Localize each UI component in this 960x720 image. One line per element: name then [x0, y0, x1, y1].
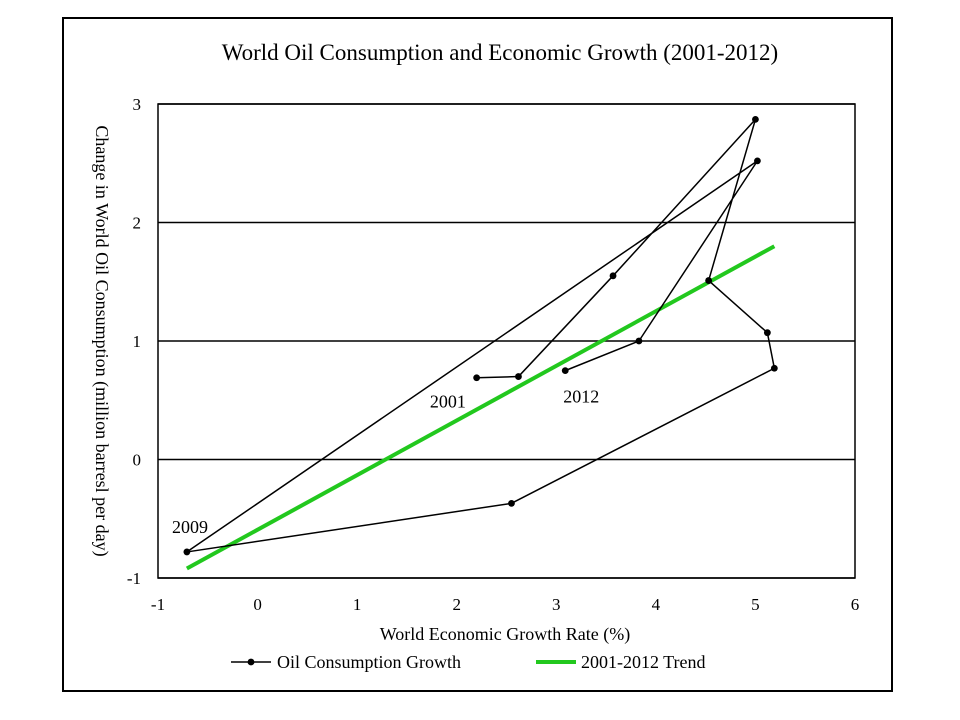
data-point-2008 [508, 499, 515, 507]
x-tick-label: 4 [652, 595, 661, 614]
data-point-2002 [515, 373, 522, 380]
gridlines [158, 103, 855, 579]
data-point-2005 [705, 277, 713, 284]
x-tick-label: 1 [353, 595, 362, 614]
data-point-2004 [752, 116, 759, 123]
x-axis-label: World Economic Growth Rate (%) [380, 624, 630, 645]
legend-marker-oil-consumption [247, 658, 255, 666]
data-point-2012 [561, 367, 569, 375]
y-tick-label: 0 [133, 451, 142, 470]
y-tick-label: 1 [133, 332, 142, 351]
legend-label-oil-consumption: Oil Consumption Growth [277, 652, 461, 672]
x-tick-label: 3 [552, 595, 561, 614]
series-line-trend [185, 244, 776, 571]
annotation-2012: 2012 [563, 387, 599, 407]
legend-label-trend: 2001-2012 Trend [581, 652, 706, 672]
x-tick-label: 5 [751, 595, 760, 614]
annotation-2009: 2009 [172, 517, 208, 537]
data-point-2003 [609, 272, 617, 280]
plot-area-border [157, 103, 856, 579]
chart-frame [62, 17, 893, 692]
x-tick-label: -1 [151, 595, 165, 614]
data-point-2011 [635, 337, 643, 345]
chart-title: World Oil Consumption and Economic Growt… [222, 40, 778, 65]
x-tick-label: 0 [253, 595, 262, 614]
x-tick-labels: -1 0 1 2 3 4 5 6 [151, 595, 859, 614]
series-line-oil-consumption [186, 118, 776, 553]
annotation-2001: 2001 [430, 391, 466, 411]
y-axis-label: Change in World Oil Consumption (million… [91, 125, 112, 556]
series-layer [183, 116, 778, 571]
data-point-2006 [763, 329, 771, 337]
data-point-2009 [183, 548, 191, 556]
y-tick-label: 2 [133, 214, 142, 233]
y-tick-label: -1 [127, 569, 141, 588]
y-tick-labels: -1 0 1 2 3 [127, 95, 141, 588]
x-tick-label: 6 [851, 595, 860, 614]
data-point-2007 [770, 364, 778, 372]
legend: Oil Consumption Growth 2001-2012 Trend [231, 652, 706, 672]
data-point-2010 [754, 157, 761, 165]
annotations: 2001 2012 2009 [172, 387, 599, 537]
x-tick-label: 2 [452, 595, 461, 614]
data-point-2001 [473, 374, 481, 382]
y-tick-label: 3 [133, 95, 142, 114]
